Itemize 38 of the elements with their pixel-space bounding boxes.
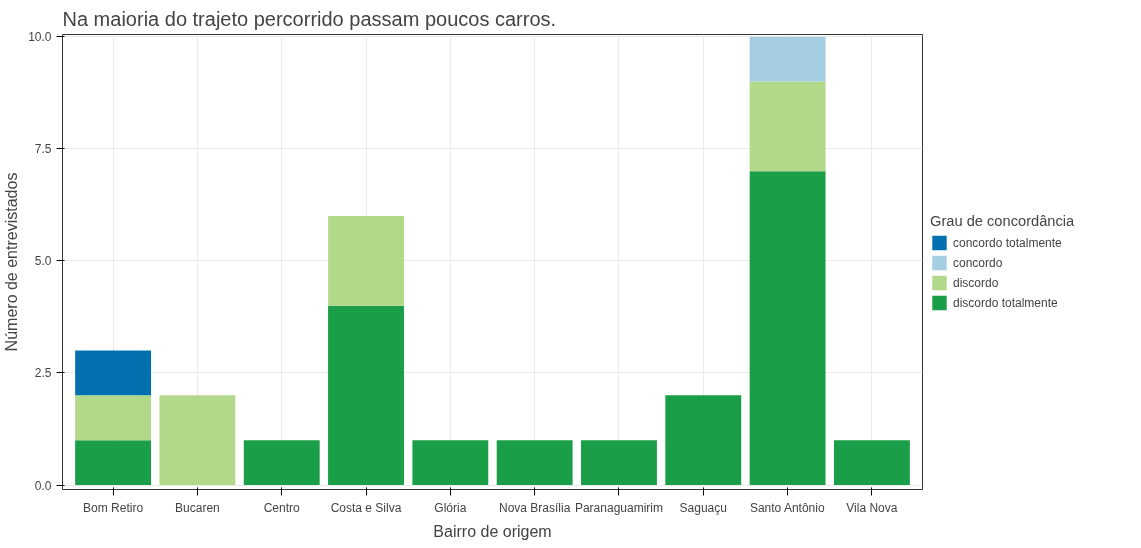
x-axis-title: Bairro de origem: [433, 522, 552, 540]
bar: [412, 440, 489, 486]
x-tick-label: Bucaren: [175, 500, 220, 515]
y-tick-label: 0.0: [34, 478, 52, 493]
x-tick-label: Centro: [263, 500, 301, 515]
y-tick-label: 10.0: [28, 30, 52, 45]
bar: [581, 440, 657, 486]
x-tick-label: Vila Nova: [846, 500, 898, 515]
x-tick-label: Glória: [434, 500, 467, 515]
legend-label: discordo: [953, 274, 999, 290]
bar: [328, 305, 404, 486]
bar: [496, 440, 573, 486]
bar: [75, 395, 152, 441]
chart-title: Na maioria do trajeto percorrido passam poucos carros.: [62, 7, 557, 30]
legend-label: concordo: [953, 254, 1003, 270]
y-tick-label: 5.0: [34, 254, 52, 269]
bar: [243, 440, 320, 486]
x-tick-label: Costa e Silva: [330, 500, 402, 515]
bar: [749, 81, 826, 172]
x-tick-label: Nova Brasília: [498, 500, 571, 515]
bar: [749, 171, 826, 486]
y-tick-label: 7.5: [34, 142, 52, 157]
bar: [833, 440, 910, 486]
bar: [159, 395, 236, 486]
legend-label: concordo totalmente: [953, 234, 1062, 250]
legend-label: discordo totalmente: [953, 294, 1058, 310]
bar: [75, 440, 152, 486]
bar: [749, 36, 826, 82]
bar: [75, 350, 152, 396]
x-tick-label: Paranaguamirim: [574, 500, 663, 515]
x-tick-label: Saguaçu: [679, 500, 727, 515]
y-tick-label: 2.5: [34, 366, 52, 381]
x-tick-label: Santo Antônio: [749, 500, 825, 515]
y-axis-title: Número de entrevistados: [3, 172, 21, 352]
bar: [665, 395, 742, 486]
bar: [328, 216, 404, 306]
x-tick-label: Bom Retiro: [83, 500, 144, 515]
legend-title: Grau de concordância: [930, 212, 1075, 228]
